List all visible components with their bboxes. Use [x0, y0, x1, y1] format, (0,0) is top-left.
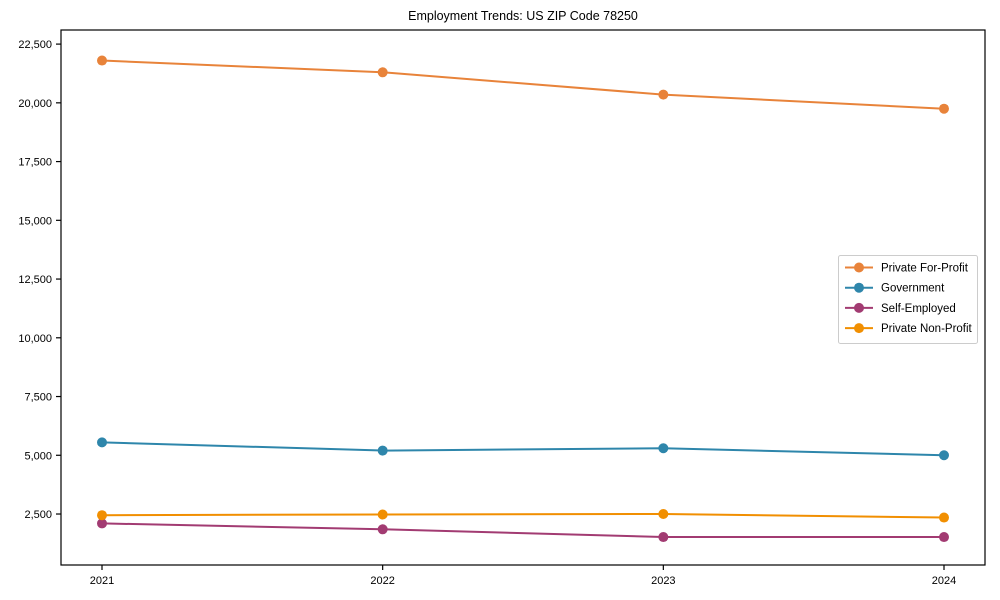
legend-item-private-non-profit: Private Non-Profit [845, 323, 973, 335]
y-tick-label: 15,000 [18, 215, 52, 227]
y-tick: 5,000 [24, 450, 61, 462]
legend-label: Private Non-Profit [881, 323, 973, 335]
series-self-employed [97, 518, 949, 543]
data-point-marker [97, 437, 107, 448]
series-line [101, 59, 945, 110]
x-tick: 2024 [932, 565, 956, 587]
series-line [101, 441, 945, 457]
x-tick-label: 2022 [370, 575, 394, 587]
x-tick-label: 2024 [932, 575, 956, 587]
plot-area: 2,500 5,000 7,500 10,000 12,500 15,000 17,500 2… [18, 29, 986, 587]
y-tick: 15,000 [18, 215, 61, 227]
y-tick-label: 2,500 [24, 509, 52, 521]
y-tick: 20,000 [18, 98, 61, 110]
legend-box [838, 255, 978, 344]
data-point-marker [97, 510, 107, 521]
x-tick: 2021 [90, 565, 114, 587]
x-tick-label: 2023 [651, 575, 675, 587]
y-tick: 2,500 [24, 509, 61, 521]
y-tick: 7,500 [24, 392, 61, 404]
chart-title: Employment Trends: US ZIP Code 78250 [408, 9, 638, 23]
y-tick-label: 22,500 [18, 39, 52, 51]
data-point-marker [377, 524, 388, 535]
data-point-marker [939, 512, 949, 523]
legend-label: Private For-Profit [881, 263, 969, 275]
legend-marker [854, 282, 864, 293]
series-line [101, 522, 945, 539]
y-tick-label: 17,500 [18, 157, 52, 169]
data-point-marker [658, 532, 669, 543]
legend-item-private-for-profit: Private For-Profit [845, 262, 969, 275]
axes-frame [60, 29, 986, 566]
data-point-marker [377, 445, 388, 456]
legend-marker [854, 323, 864, 334]
legend-marker [854, 302, 864, 313]
data-point-marker [939, 103, 949, 114]
y-tick: 17,500 [18, 157, 61, 169]
y-tick: 10,000 [18, 333, 61, 345]
data-point-marker [97, 518, 107, 529]
series-line [101, 513, 945, 519]
series-private-for-profit [97, 55, 949, 114]
series-government [97, 437, 949, 461]
legend: Private For-Profit Government Self-Employe… [838, 255, 978, 344]
legend-label: Government [881, 283, 945, 295]
legend-marker [854, 262, 864, 273]
y-tick: 12,500 [18, 274, 61, 286]
data-point-marker [377, 67, 388, 78]
data-point-marker [939, 450, 949, 461]
y-tick-label: 5,000 [24, 450, 52, 462]
data-point-marker [658, 89, 669, 100]
y-tick-label: 20,000 [18, 98, 52, 110]
x-tick-label: 2021 [90, 575, 114, 587]
x-tick: 2022 [370, 565, 395, 587]
y-tick-label: 10,000 [18, 333, 52, 345]
series-private-non-profit [97, 509, 949, 523]
data-point-marker [658, 509, 669, 520]
y-tick: 22,500 [18, 39, 61, 51]
y-tick-label: 7,500 [24, 392, 52, 404]
legend-item-self-employed: Self-Employed [845, 302, 956, 315]
y-tick-label: 12,500 [18, 274, 52, 286]
data-point-marker [97, 55, 107, 66]
legend-label: Self-Employed [881, 303, 956, 315]
data-point-marker [658, 443, 669, 454]
legend-item-government: Government [845, 282, 945, 295]
data-point-marker [377, 509, 388, 520]
x-tick: 2023 [651, 565, 676, 587]
data-point-marker [939, 532, 949, 543]
